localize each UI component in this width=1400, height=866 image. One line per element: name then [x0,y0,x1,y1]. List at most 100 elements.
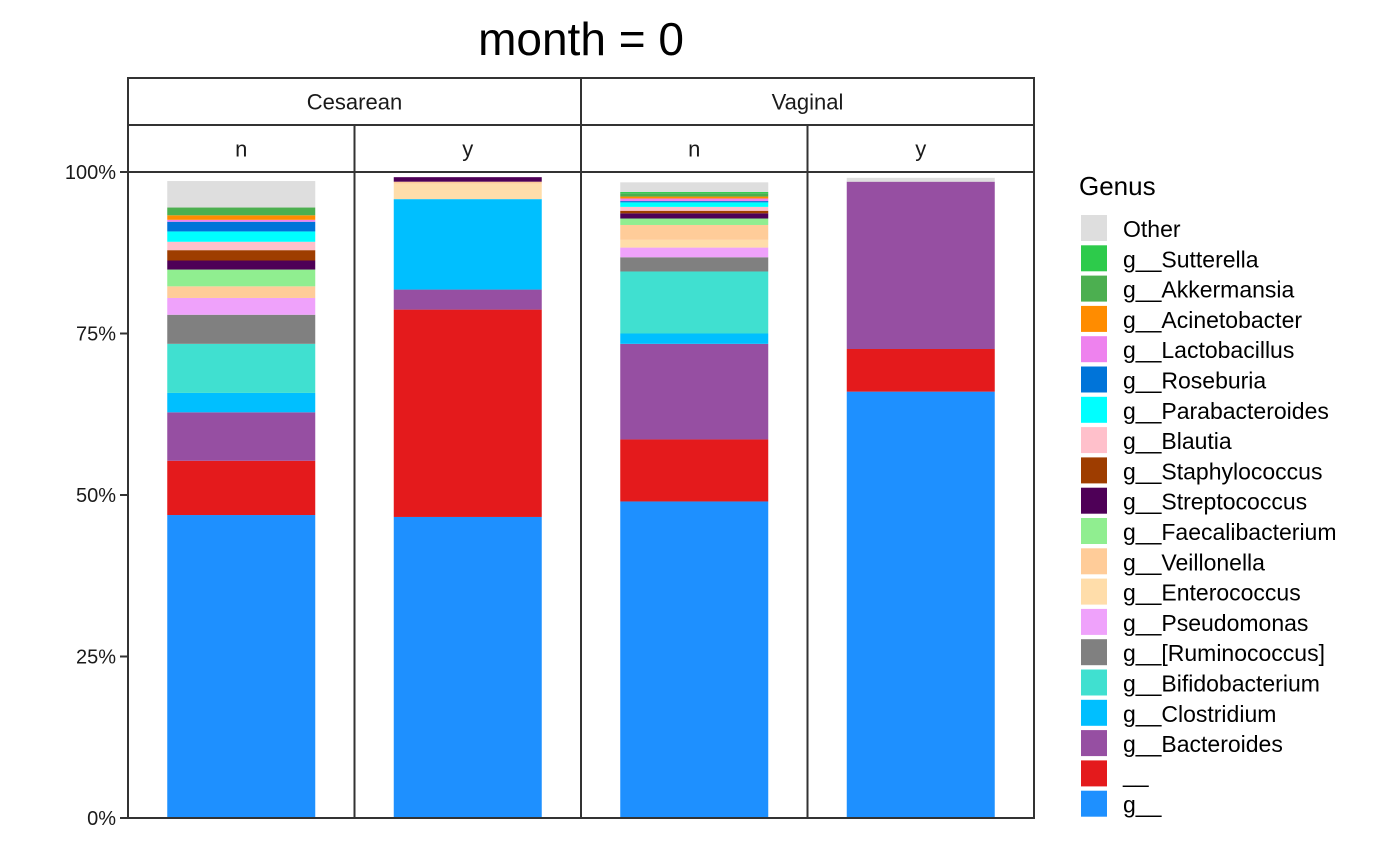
panel-cesarean-y [353,171,582,819]
legend-label: g__ [1123,792,1163,818]
bar-segment [167,221,316,232]
legend-item: Other [1081,215,1181,242]
legend-swatch [1081,427,1107,454]
legend-item: g__Veillonella [1081,548,1265,575]
y-tick-label: 100% [65,162,116,184]
bar-segment [167,241,316,251]
y-axis: 0% 25% 50% 75% 100% [65,162,128,830]
legend-item: g__Streptococcus [1081,487,1307,515]
legend-label: __ [1122,761,1150,787]
legend-swatch [1081,518,1107,544]
bar-segment [620,333,769,344]
bar-segment [846,391,995,818]
panel-vaginal-n [580,171,809,819]
legend-item: g__Pseudomonas [1081,608,1308,636]
bar-segment [167,412,316,461]
legend-swatch [1081,790,1107,817]
bar-segment [167,286,316,298]
legend-item: g__Bacteroides [1081,730,1283,757]
legend-label: g__Bifidobacterium [1123,671,1320,697]
legend-label: g__Parabacteroides [1123,398,1329,424]
legend-item: g__Faecalibacterium [1081,518,1337,545]
legend-item: g__Akkermansia [1081,275,1295,303]
legend-swatch [1081,245,1107,272]
bar-segment [620,206,769,211]
legend-swatch [1081,608,1107,635]
legend-item: g__Parabacteroides [1081,396,1329,424]
bar-segment [393,181,542,184]
panel-vaginal-y [806,171,1035,819]
legend-label: g__Bacteroides [1123,731,1283,757]
legend-item: g__[Ruminococcus] [1081,639,1325,666]
bar-segment [620,271,769,334]
bar-segment [846,349,995,392]
legend-label: g__Clostridium [1123,701,1276,727]
legend-label: g__Sutterella [1123,246,1259,272]
bar-segment [393,183,542,200]
bar-segment [393,309,542,517]
bar-segment [167,515,316,818]
legend-item: g__Roseburia [1081,366,1266,394]
legend-item: g__Lactobacillus [1081,336,1294,363]
legend-label: g__Faecalibacterium [1123,519,1337,545]
legend-label: g__Acinetobacter [1123,307,1302,333]
bar-segment [620,210,769,214]
bar-segment [620,257,769,272]
legend-title: Genus [1079,171,1156,201]
legend-swatch [1081,639,1107,666]
bar-segment [620,198,769,202]
bar-segment [846,177,995,182]
bar-segment [620,201,769,203]
bar-segment [167,219,316,222]
legend-swatch [1081,457,1107,484]
bar-segment [167,392,316,413]
legend-item: g__Blautia [1081,427,1232,454]
legend-label: g__Pseudomonas [1123,610,1308,636]
substrip-3 [806,124,1035,173]
bar-segment [393,199,542,290]
bar-segment [620,224,769,240]
bar-segment [167,215,316,220]
bar-segment [167,297,316,315]
legend-item: g__Sutterella [1081,245,1259,272]
legend-label: g__Staphylococcus [1123,458,1322,484]
bar-segment [167,260,316,270]
legend-swatch [1081,548,1107,575]
bar-segment [167,343,316,393]
bar-segment [620,239,769,248]
bar-segment [620,182,769,193]
bar-segment [620,439,769,502]
legend-swatch [1081,669,1107,696]
legend-swatch [1081,396,1107,423]
legend-swatch [1081,366,1107,393]
strip-cesarean [127,77,582,126]
legend-item: g__ [1081,790,1163,818]
bar-segment [167,250,316,261]
legend-label: Other [1123,216,1181,242]
legend-swatch [1081,730,1107,757]
y-tick-label: 0% [87,808,116,830]
legend-swatch [1081,305,1107,332]
bar-segment [620,202,769,207]
substrip-label: n [235,137,247,162]
legend-label: g__Akkermansia [1123,277,1295,303]
facet-strips: Cesarean Vaginal n y n y [127,77,1035,173]
panel-cesarean-n [127,171,356,819]
bar-segment [620,196,769,199]
strip-label-vaginal: Vaginal [772,90,844,115]
legend-swatch [1081,699,1107,726]
legend-swatch [1081,215,1107,241]
legend-label: g__Lactobacillus [1123,337,1294,363]
substrip-label: y [915,137,926,162]
bar-segment [167,207,316,216]
bar-segment [167,269,316,287]
bar-segment [620,192,769,194]
bar-segment [393,177,542,182]
bar-segment [167,314,316,344]
legend-label: g__Enterococcus [1123,580,1301,606]
plot-panels [127,171,1035,819]
bar-segment [393,289,542,310]
bar-segment [620,247,769,258]
legend-swatch [1081,336,1107,363]
substrip-label: y [462,137,473,162]
